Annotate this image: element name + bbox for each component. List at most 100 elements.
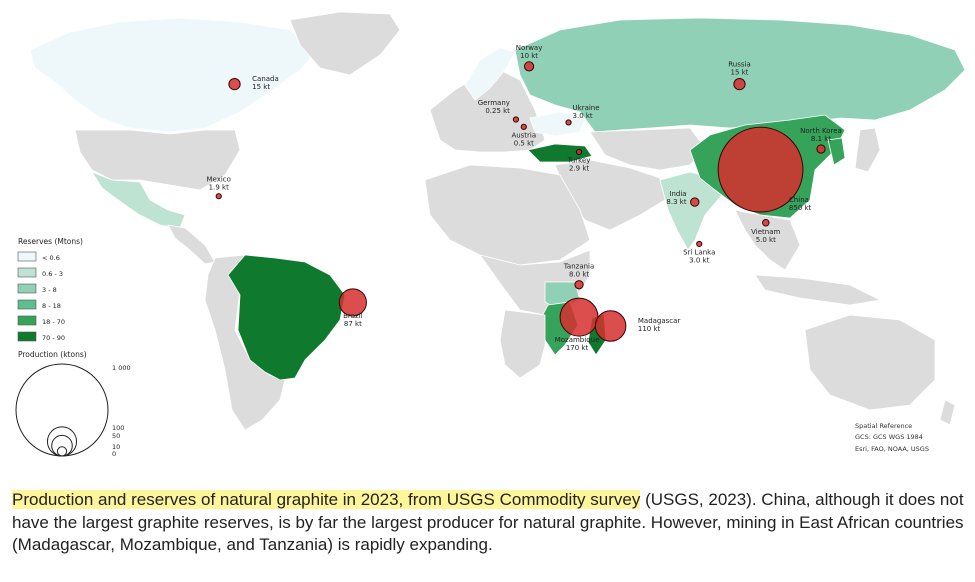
label-tanzania: Tanzania [563, 263, 594, 271]
bubble-madagascar [594, 310, 627, 342]
legend-size-label-0: 0 [112, 450, 116, 458]
land-brazil [227, 254, 346, 381]
label-turkey: Turkey [567, 157, 591, 165]
land-korea [827, 137, 846, 166]
land-canada [29, 17, 321, 133]
bubble-mozambique [559, 297, 599, 337]
legend-production-title: Production (ktons) [18, 350, 87, 359]
caption-highlight: Production and reserves of natural graph… [12, 490, 641, 509]
land-ukraine [529, 111, 586, 137]
bubble-sri-lanka [696, 240, 703, 248]
land-central-asia [589, 127, 706, 171]
credit-spatial-reference: Spatial Reference [855, 422, 912, 430]
legend-reserves-title: Reserves (Mtons) [18, 237, 83, 246]
legend-size-circle-1-000 [15, 363, 109, 457]
label-canada: Canada [252, 75, 279, 83]
legend-size-circle-100 [46, 426, 78, 457]
legend-size-circle-10 [56, 446, 68, 457]
label-ukraine-production: 3.0 kt [573, 112, 593, 120]
legend-swatch-3 [17, 283, 37, 294]
label-turkey-production: 2.9 kt [569, 165, 589, 173]
bubble-turkey [575, 148, 583, 156]
bubble-canada [228, 77, 241, 91]
land-new-zealand [939, 399, 956, 426]
credit-gcs: GCS: GCS WGS 1984 [855, 433, 923, 441]
bubble-brazil [338, 288, 367, 317]
legend-swatch-5 [17, 315, 37, 326]
label-sri-lanka: Sri Lanka [683, 249, 715, 257]
label-tanzania-production: 8.0 kt [569, 271, 589, 279]
label-mozambique: Mozambique [555, 336, 600, 344]
bubble-russia [733, 77, 746, 91]
legend-swatch-2 [17, 267, 37, 278]
land-greenland [289, 11, 401, 76]
label-china-production: 850 kt [789, 204, 812, 212]
label-north-korea-production: 8.1 kt [811, 135, 831, 143]
label-russia-production: 15 kt [731, 68, 749, 76]
land-australia [804, 314, 936, 411]
legend-swatch-6 [17, 331, 37, 342]
label-madagascar: Madagascar [638, 317, 681, 325]
label-india: India [669, 190, 686, 198]
label-canada-production: 15 kt [252, 83, 270, 91]
land-turkey [527, 143, 593, 163]
credit-sources: Esri, FAO, NOAA, USGS [855, 445, 929, 453]
land-mexico [91, 171, 186, 229]
bubble-mexico [215, 193, 222, 200]
graphite-map: China 850 kt Mozambique 170 kt Madagascar 110… [15, 11, 966, 458]
label-ukraine: Ukraine [573, 104, 600, 112]
caption-rest: (USGS, 2023). China, although it does no… [12, 490, 964, 554]
label-germany: Germany [478, 99, 510, 107]
legend-swatch-4 [17, 299, 37, 310]
label-mexico-production: 1.9 kt [209, 184, 229, 192]
legend-size-circle-50 [51, 434, 73, 457]
bubble-austria [520, 123, 527, 130]
land-japan [854, 127, 881, 173]
label-madagascar-production: 110 kt [638, 325, 661, 333]
legend-class-label-6: 70 - 90 [42, 334, 65, 342]
land-southeast-asia [734, 209, 801, 271]
legend-class-label-4: 8 - 18 [42, 302, 61, 310]
bubble-india [690, 197, 700, 207]
legend-swatch-1 [17, 251, 37, 262]
bubble-germany [512, 116, 520, 123]
label-india-production: 8.3 kt [666, 198, 686, 206]
label-china: China [789, 196, 809, 204]
bubble-vietnam [762, 218, 770, 227]
label-brazil-production: 87 kt [344, 320, 362, 328]
land-south-america [204, 254, 286, 431]
legend-class-label-2: 0.6 - 3 [42, 270, 63, 278]
land-southern-africa [499, 309, 546, 379]
bubble-china [717, 126, 804, 213]
legend-size-label-1-000: 1 000 [112, 364, 131, 372]
label-austria-production: 0.5 kt [514, 139, 534, 147]
land-central-america [167, 224, 216, 265]
legend-size-label-100: 100 [112, 424, 124, 432]
bubble-tanzania [574, 280, 584, 290]
bubble-norway [523, 61, 535, 72]
label-mozambique-production: 170 kt [566, 344, 589, 352]
map-credits: Spatial Reference GCS: GCS WGS 1984 Esri… [855, 422, 929, 453]
legend-class-label-3: 3 - 8 [42, 286, 57, 294]
land-russia [514, 17, 966, 133]
label-austria: Austria [511, 131, 536, 139]
label-vietnam-production: 5.0 kt [756, 236, 776, 244]
bubble-north-korea [816, 144, 826, 154]
legend-size-label-10: 10 [112, 443, 120, 451]
label-norway: Norway [516, 44, 543, 52]
label-germany-production: 0.25 kt [485, 107, 510, 115]
legend-class-label-1: < 0.6 [42, 254, 60, 262]
land-norway [464, 47, 516, 101]
label-sri-lanka-production: 3.0 kt [689, 257, 709, 265]
legend-size-label-50: 50 [112, 432, 120, 440]
land-usa [74, 129, 241, 191]
label-mexico: Mexico [207, 176, 231, 184]
land-indonesia [754, 274, 882, 306]
label-russia: Russia [728, 60, 751, 68]
legend-reserves: Reserves (Mtons) < 0.6 0.6 - 3 3 - 8 8 - 18… [17, 237, 83, 342]
label-north-korea: North Korea [800, 127, 842, 135]
legend-class-label-5: 18 - 70 [42, 318, 65, 326]
bubble-ukraine [565, 119, 572, 126]
